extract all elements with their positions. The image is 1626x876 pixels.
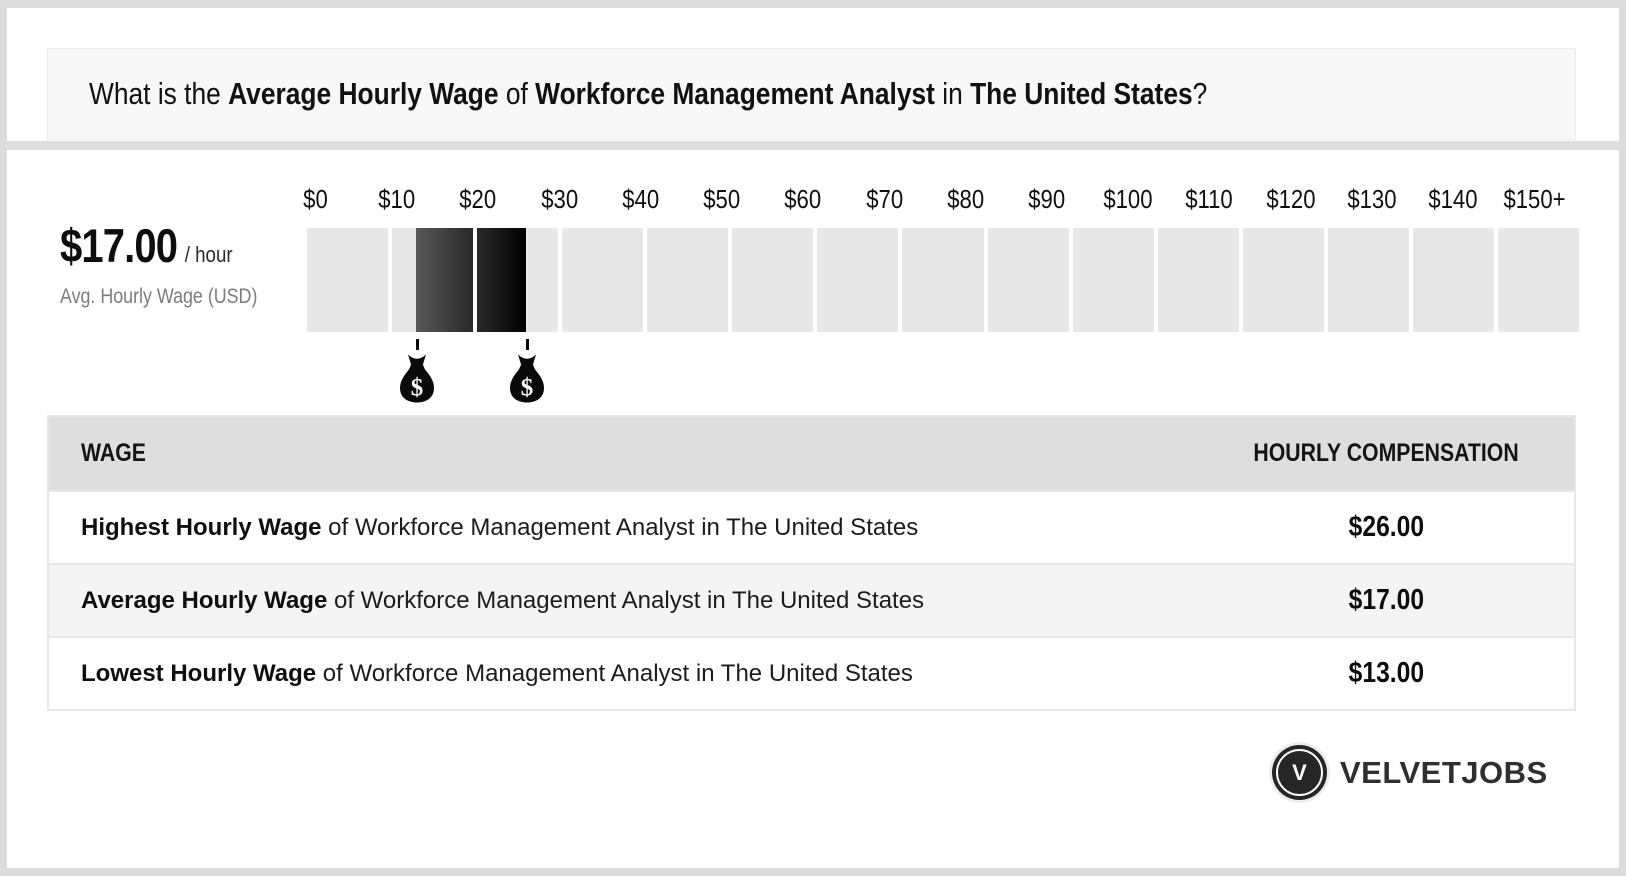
column-header-wage: WAGE: [81, 439, 146, 467]
scale-fill-segment: [416, 228, 474, 332]
infographic-card: What is the Average Hourly Wage of Workf…: [7, 8, 1619, 868]
brand-ring: [1276, 749, 1323, 796]
column-header-compensation: HOURLY COMPENSATION: [1253, 439, 1519, 467]
marker-tick: [415, 339, 419, 350]
row-label: Lowest Hourly Wage of Workforce Manageme…: [49, 660, 1198, 688]
row-label-rest: of Workforce Management Analyst in The U…: [321, 513, 919, 541]
scale-cell: [1412, 228, 1494, 332]
scale-cell: [1072, 228, 1154, 332]
average-wage-unit: / hour: [184, 242, 233, 267]
axis-tick-label: $60: [784, 184, 822, 214]
row-label-bold: Average Hourly Wage: [81, 586, 328, 614]
row-value: $13.00: [1348, 657, 1424, 689]
axis-tick-label: $130: [1347, 184, 1397, 214]
scale-cell: [392, 228, 474, 332]
row-value: $26.00: [1348, 511, 1424, 543]
average-wage-caption: Avg. Hourly Wage (USD): [60, 285, 258, 308]
money-bag-icon: $: [510, 354, 545, 403]
wage-table: WAGE HOURLY COMPENSATION Highest Hourly …: [47, 415, 1576, 711]
axis-tick-label: $100: [1103, 184, 1153, 214]
question-text-bold: Workforce Management Analyst: [535, 76, 935, 111]
wage-range-markers: $ $: [307, 339, 1579, 411]
table-row: Lowest Hourly Wage of Workforce Manageme…: [49, 636, 1574, 709]
scale-cell: [562, 228, 644, 332]
axis-tick-label: $110: [1185, 184, 1234, 214]
row-label: Highest Hourly Wage of Workforce Managem…: [49, 514, 1198, 542]
question-text-plain: of: [498, 76, 536, 111]
header-divider: [7, 141, 1619, 150]
scale-cell: [307, 228, 389, 332]
axis-tick-label: $0: [303, 184, 328, 214]
wage-marker: $: [505, 339, 549, 404]
question-header: What is the Average Hourly Wage of Workf…: [47, 48, 1576, 140]
scale-cell: [477, 228, 559, 332]
scale-fill-segment: [477, 228, 526, 332]
axis-tick-label: $40: [622, 184, 660, 214]
question-text-plain: What is the: [89, 76, 229, 111]
wage-marker: $: [395, 339, 439, 404]
scale-cell: [1242, 228, 1324, 332]
row-label-bold: Highest Hourly Wage: [81, 513, 322, 541]
average-wage-summary: $17.00/ hour Avg. Hourly Wage (USD): [60, 218, 292, 309]
scale-cell: [987, 228, 1069, 332]
axis-tick-label: $150+: [1503, 184, 1566, 214]
brand-circle-icon: V: [1272, 745, 1327, 800]
row-label: Average Hourly Wage of Workforce Managem…: [49, 587, 1198, 615]
table-row: Highest Hourly Wage of Workforce Managem…: [49, 490, 1574, 563]
axis-tick-label: $10: [378, 184, 416, 214]
axis-tick-label: $120: [1266, 184, 1316, 214]
scale-cell: [1497, 228, 1579, 332]
question-text-plain: ?: [1192, 76, 1208, 111]
brand-logo[interactable]: V VELVETJOBS: [1272, 745, 1548, 800]
svg-text:$: $: [411, 375, 424, 402]
axis-tick-label: $50: [703, 184, 741, 214]
question-text-bold: Average Hourly Wage: [228, 76, 499, 111]
row-label-bold: Lowest Hourly Wage: [81, 659, 317, 687]
brand-name: VELVETJOBS: [1340, 754, 1548, 790]
table-header-row: WAGE HOURLY COMPENSATION: [49, 417, 1574, 490]
table-body: Highest Hourly Wage of Workforce Managem…: [49, 490, 1574, 709]
marker-tick: [525, 339, 529, 350]
question-text-bold: The United States: [970, 76, 1193, 111]
svg-text:$: $: [521, 375, 534, 402]
question-text: What is the Average Hourly Wage of Workf…: [89, 76, 1207, 112]
wage-axis-labels: $0 $10 $20 $30 $40 $50 $60 $70 $80 $90 $100 $110 $12…: [275, 184, 1575, 218]
money-bag-icon: $: [400, 354, 435, 403]
axis-tick-label: $80: [947, 184, 985, 214]
axis-tick-label: $140: [1428, 184, 1478, 214]
row-value: $17.00: [1348, 584, 1424, 616]
average-wage-amount: $17.00: [60, 219, 178, 272]
row-label-rest: of Workforce Management Analyst in The U…: [327, 586, 925, 614]
axis-tick-label: $90: [1028, 184, 1066, 214]
average-wage-line: $17.00/ hour: [60, 218, 233, 273]
axis-tick-label: $70: [865, 184, 903, 214]
scale-cell: [1157, 228, 1239, 332]
table-row: Average Hourly Wage of Workforce Managem…: [49, 563, 1574, 636]
scale-cell: [647, 228, 729, 332]
wage-scale-bar: [307, 228, 1579, 332]
scale-cell: [732, 228, 814, 332]
scale-cell: [902, 228, 984, 332]
scale-cell: [1327, 228, 1409, 332]
question-text-plain: in: [934, 76, 971, 111]
axis-tick-label: $30: [540, 184, 578, 214]
scale-cell: [817, 228, 899, 332]
axis-tick-label: $20: [459, 184, 497, 214]
row-label-rest: of Workforce Management Analyst in The U…: [316, 659, 913, 687]
